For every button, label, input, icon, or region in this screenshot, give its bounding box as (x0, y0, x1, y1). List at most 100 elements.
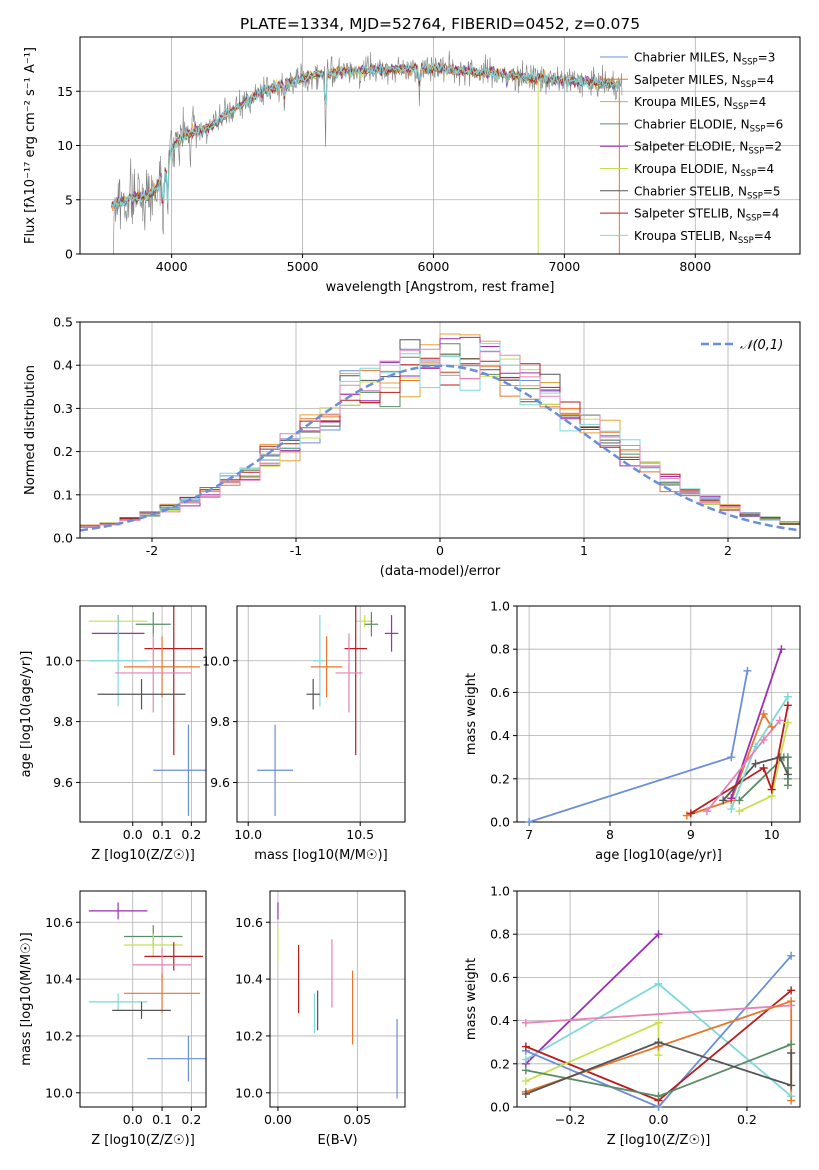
model-spectrum (111, 61, 620, 210)
data-point (313, 615, 327, 707)
data-point (144, 606, 204, 756)
y-tick-label: 0.4 (490, 1013, 510, 1028)
weight-marker (525, 818, 534, 826)
y-axis-label: age [log10(age/yr)] (19, 651, 34, 778)
x-axis-label: E(B-V) (317, 1133, 357, 1148)
data-point (344, 606, 367, 756)
x-tick-label: 1 (580, 543, 588, 558)
axes-frame (236, 605, 406, 823)
y-tick-label: 0.6 (490, 970, 510, 985)
weight-marker (727, 805, 736, 814)
y-axis-label: mass weight (464, 673, 479, 755)
x-tick-label: 0.2 (737, 1112, 757, 1127)
weight-marker (521, 1090, 530, 1099)
y-axis-label: Normed distribution (23, 365, 38, 495)
y-tick-label: 15 (57, 84, 73, 99)
y-tick-label: 0.2 (490, 1056, 510, 1071)
y-tick-label: 1.0 (490, 884, 510, 899)
y-tick-label: 10.0 (235, 1085, 263, 1100)
weight-marker (727, 753, 736, 762)
x-axis-label: wavelength [Angstrom, rest frame] (326, 280, 555, 295)
weight-marker (654, 1092, 663, 1101)
y-tick-label: 0.4 (53, 358, 73, 373)
x-tick-label: -2 (146, 543, 158, 558)
x-axis-label: mass [log10(M/M☉)] (254, 848, 387, 863)
residuals-panel: -2 -1 0 1 2 0.0 0.1 0.2 0.3 0.4 0.5 (data-model)/er… (23, 315, 801, 579)
age-vs-mass-panel: 10.0 10.5 9.6 9.8 10.0 mass [log10(M/M☉)] (202, 605, 406, 863)
x-tick-label: 0.1 (152, 1112, 172, 1127)
legend-entry: Salpeter ELODIE, NSSP=2 (634, 140, 782, 157)
y-tick-label: 10.2 (45, 1028, 73, 1043)
weight-marker (654, 1018, 663, 1027)
weight-marker (787, 1049, 796, 1057)
weight-series (525, 1041, 793, 1095)
x-tick-label: 0.2 (181, 827, 201, 842)
weight-marker (743, 666, 752, 675)
x-axis-label: age [log10(age/yr)] (595, 848, 722, 863)
y-tick-label: 0.0 (53, 531, 73, 546)
weight-marker (735, 796, 744, 805)
data-point (123, 973, 201, 1014)
data-point (88, 615, 148, 707)
x-tick-label: 8 (606, 827, 614, 842)
weight-marker (775, 716, 784, 725)
data-point (123, 933, 183, 957)
data-point (144, 942, 204, 971)
y-tick-label: 10.6 (235, 915, 263, 930)
weight-marker (783, 701, 792, 710)
y-tick-label: 0.6 (490, 685, 510, 700)
legend-entry: Kroupa ELODIE, NSSP=4 (634, 162, 774, 179)
model-spectrum (110, 60, 620, 209)
data-point (335, 633, 363, 713)
weight-series (722, 756, 789, 801)
weight-marker (682, 811, 691, 820)
data-point (112, 1001, 171, 1019)
x-tick-label: 7000 (548, 259, 580, 274)
y-tick-label: 9.6 (210, 775, 230, 790)
weight-marker (783, 692, 792, 701)
y-tick-label: 0 (65, 247, 73, 262)
axes-frame (269, 890, 406, 1108)
data-point (364, 612, 379, 637)
y-tick-label: 10.4 (45, 972, 73, 987)
x-tick-label: 10 (764, 827, 780, 842)
y-tick-label: 10.2 (235, 1028, 263, 1043)
weight-marker (727, 794, 736, 803)
x-tick-label: 0.0 (123, 1112, 143, 1127)
y-tick-label: 9.8 (210, 714, 230, 729)
x-tick-label: 10.0 (234, 827, 262, 842)
legend-entry: 𝒩(0,1) (740, 338, 783, 353)
y-axis-label: Flux [fλ10⁻¹⁷ erg cm⁻² s⁻¹ A⁻¹] (23, 47, 38, 244)
x-tick-label: 6000 (418, 259, 450, 274)
weight-marker (654, 930, 663, 939)
weight-series (690, 705, 789, 815)
x-tick-label: −0.2 (555, 1112, 585, 1127)
plot-area (257, 606, 399, 816)
weight-marker (787, 1081, 796, 1090)
x-axis-label: Z [log10(Z/Z☉)] (91, 848, 195, 863)
y-tick-label: 0.0 (490, 815, 510, 830)
mass-weight-vs-age-panel: 7 8 9 10 0.0 0.2 0.4 0.6 0.8 1.0 age [log10(age/yr… (464, 599, 801, 863)
weight-series (730, 648, 783, 799)
weight-series (525, 1004, 792, 1024)
histogram-series (80, 348, 800, 528)
gaussian-curve (80, 364, 800, 532)
mass-vs-Z-panel: 0.0 0.1 0.2 10.0 10.2 10.4 10.6 Z [log10(Z/Z☉)]… (19, 890, 207, 1148)
x-tick-label: 9 (687, 827, 695, 842)
weight-marker (787, 1096, 796, 1105)
x-tick-label: 0.1 (152, 827, 172, 842)
y-tick-label: 9.8 (53, 714, 73, 729)
chart-title: PLATE=1334, MJD=52764, FIBERID=0452, z=0… (240, 15, 640, 33)
weight-marker (719, 796, 728, 805)
data-point (135, 612, 171, 637)
weight-marker (783, 753, 792, 762)
x-tick-label: 4000 (156, 259, 188, 274)
weight-marker (783, 718, 792, 727)
data-point (97, 679, 186, 710)
mass-weight-vs-Z-panel: −0.2 0.0 0.2 0.0 0.2 0.4 0.6 0.8 1.0 Z [log10(Z/Z… (464, 884, 801, 1148)
weight-marker (521, 1055, 530, 1064)
weight-series (525, 955, 792, 1107)
plot-area (108, 50, 623, 254)
x-tick-label: 5000 (287, 259, 319, 274)
